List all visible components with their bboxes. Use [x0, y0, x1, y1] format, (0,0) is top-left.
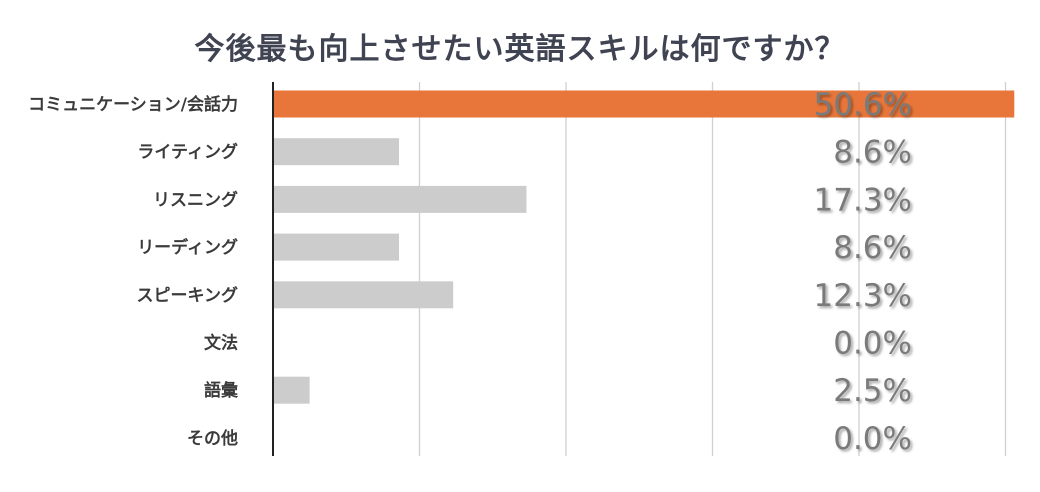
data-label: 2.5% [833, 373, 912, 409]
category-label: リスニング [153, 189, 238, 210]
data-label: 12.3% [814, 278, 912, 314]
gridlines [418, 82, 1007, 456]
bar [273, 185, 527, 213]
data-label: 0.0% [833, 326, 912, 362]
data-label: 0.0% [833, 421, 912, 457]
bar [273, 281, 454, 309]
category-label: スピーキング [137, 285, 239, 306]
bars [273, 90, 1015, 404]
category-labels: コミュニケーション/会話力ライティングリスニングリーディングスピーキング文法語彙… [28, 94, 239, 449]
value-labels: 50.6% 8.6% 17.3% 8.6% 12.3% 0.0% 2.5% 0.0% [814, 87, 912, 457]
bar [273, 376, 310, 404]
category-label: その他 [187, 428, 238, 449]
data-label: 8.6% [833, 135, 912, 171]
data-label: 50.6% [814, 87, 912, 123]
chart-title: 今後最も向上させたい英語スキルは何ですか？ [194, 32, 846, 67]
bar [273, 138, 399, 166]
data-label: 17.3% [814, 182, 912, 218]
bar [273, 90, 1015, 118]
data-label: 8.6% [833, 230, 912, 266]
category-label: 文法 [204, 333, 238, 354]
bar [273, 233, 399, 261]
category-label: リーディング [137, 237, 238, 258]
category-label: コミュニケーション/会話力 [28, 94, 238, 115]
category-label: ライティング [137, 142, 238, 163]
category-label: 語彙 [204, 380, 239, 401]
